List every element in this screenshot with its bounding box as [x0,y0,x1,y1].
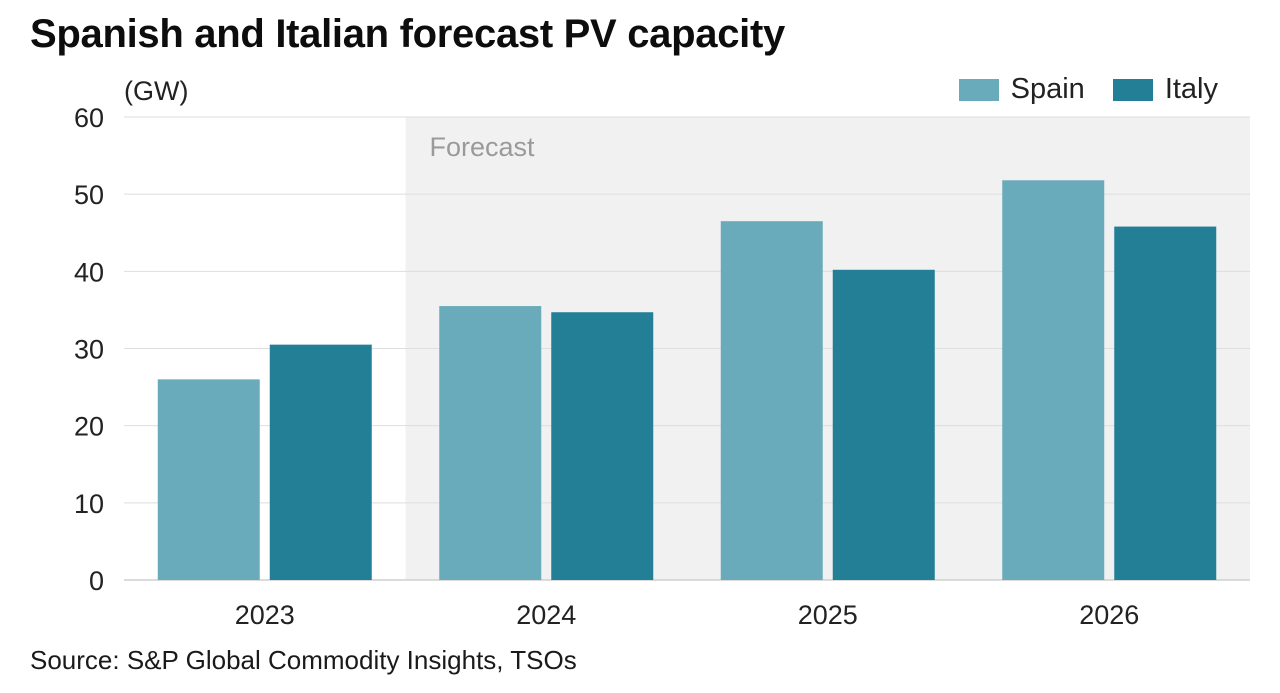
source-note: Source: S&P Global Commodity Insights, T… [30,645,577,675]
legend: Spain Italy [958,73,1218,106]
y-tick-label-30: 30 [74,335,104,365]
bar-spain-2023 [157,379,260,580]
bar-spain-2026 [1002,180,1105,580]
legend-swatch-italy [1112,78,1153,101]
legend-item-italy: Italy [1112,73,1218,106]
y-tick-label-40: 40 [74,257,104,287]
chart-title: Spanish and Italian forecast PV capacity [30,12,785,56]
y-axis-unit-label: (GW) [124,76,189,106]
bar-italy-2026 [1114,226,1217,580]
bar-spain-2024 [439,306,542,580]
y-tick-label-0: 0 [89,566,104,596]
y-tick-label-10: 10 [74,489,104,519]
x-tick-label-2025: 2025 [798,600,858,630]
x-tick-label-2023: 2023 [235,600,295,630]
bar-italy-2024 [551,312,654,580]
forecast-region-label: Forecast [430,132,536,162]
y-tick-label-60: 60 [74,103,104,133]
y-tick-label-20: 20 [74,412,104,442]
legend-swatch-spain [958,78,999,101]
x-tick-label-2026: 2026 [1079,600,1139,630]
x-tick-label-2024: 2024 [516,600,576,630]
legend-label-spain: Spain [1010,73,1085,105]
bar-italy-2023 [269,344,372,580]
bar-spain-2025 [720,221,823,581]
legend-item-spain: Spain [958,73,1085,106]
bar-italy-2025 [832,269,935,580]
y-tick-label-50: 50 [74,180,104,210]
legend-label-italy: Italy [1164,73,1218,105]
